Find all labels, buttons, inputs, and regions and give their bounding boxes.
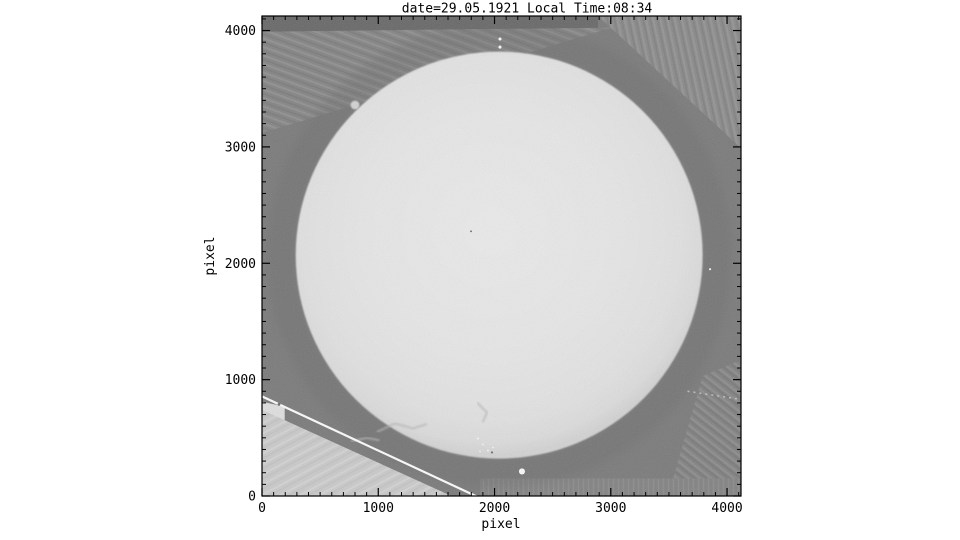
plot-frame [261, 15, 742, 497]
x-tick-label: 4000 [711, 501, 742, 516]
plot-area [262, 16, 741, 496]
y-tick-label: 2000 [225, 257, 256, 272]
x-tick-label: 1000 [363, 501, 394, 516]
x-axis-label: pixel [481, 517, 520, 532]
y-tick-label: 3000 [225, 140, 256, 155]
x-tick-label: 2000 [479, 501, 510, 516]
plot-title: date=29.05.1921 Local Time:08:34 [402, 2, 653, 17]
y-tick-label: 0 [248, 490, 256, 505]
y-tick-label: 4000 [225, 24, 256, 39]
axes: 0 1000 2000 3000 4000 0 1000 2000 3000 4000 [225, 16, 743, 516]
grain-overlay [262, 16, 741, 496]
x-tick-label: 0 [258, 501, 266, 516]
y-axis-label: pixel [203, 236, 218, 275]
y-tick-label: 1000 [225, 373, 256, 388]
x-tick-label: 3000 [595, 501, 626, 516]
